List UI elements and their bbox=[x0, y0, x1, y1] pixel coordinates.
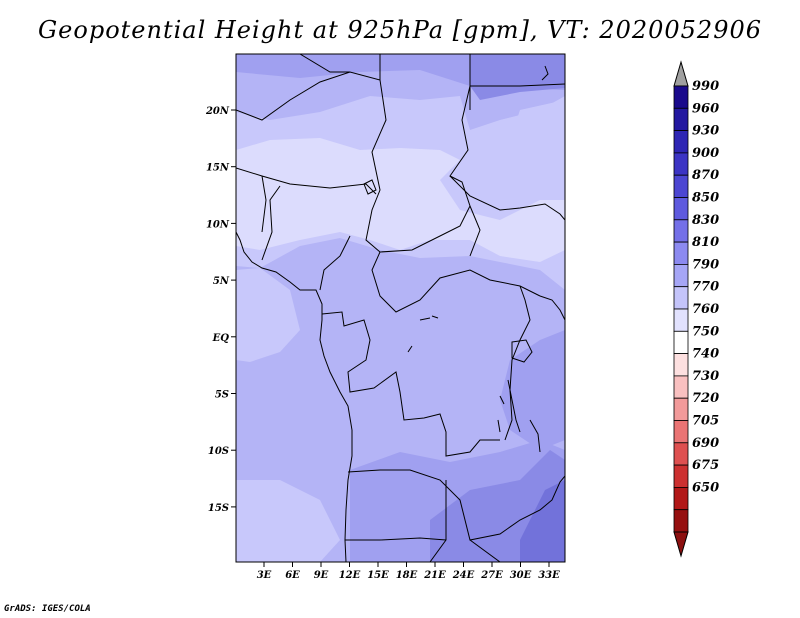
colorbar-label: 730 bbox=[692, 369, 719, 384]
shade-east-sahel-light bbox=[510, 100, 565, 190]
colorbar-label: 810 bbox=[692, 235, 719, 250]
lat-tick-label: 5S bbox=[215, 390, 229, 401]
lon-tick-label: 12E bbox=[339, 570, 361, 581]
colorbar-segment bbox=[673, 197, 689, 221]
lake-victoria bbox=[511, 339, 533, 363]
shade-gulf-light bbox=[236, 268, 300, 362]
lon-tick-label: 30E bbox=[510, 570, 532, 581]
latitude-axis: 20N 15N 10N 5N EQ 5S 10S 15S bbox=[205, 106, 236, 514]
border-congo bbox=[321, 311, 500, 457]
border-sahel bbox=[236, 167, 377, 261]
colorbar-bottom-arrow bbox=[673, 531, 689, 558]
lat-tick-label: 15S bbox=[208, 503, 229, 514]
colorbar: 990 960 930 900 870 850 830 810 790 770 760 750 740 7… bbox=[673, 60, 719, 558]
map-panel bbox=[236, 54, 565, 562]
colorbar-label: 990 bbox=[692, 79, 719, 94]
colorbar-label: 830 bbox=[692, 213, 719, 228]
lon-tick-label: 27E bbox=[480, 570, 503, 581]
lon-tick-label: 18E bbox=[396, 570, 418, 581]
border-north bbox=[299, 54, 565, 110]
colorbar-label: 750 bbox=[692, 324, 719, 339]
colorbar-label: 760 bbox=[692, 302, 719, 317]
country-borders bbox=[236, 54, 565, 562]
border-central-africa bbox=[319, 235, 541, 313]
lon-tick-label: 6E bbox=[285, 570, 300, 581]
colorbar-label: 870 bbox=[692, 168, 719, 183]
shade-congo-medium bbox=[310, 250, 540, 440]
lon-tick-label: 3E bbox=[257, 570, 272, 581]
colorbar-label: 790 bbox=[692, 257, 719, 272]
lakes-congo bbox=[407, 315, 505, 433]
colorbar-label: 850 bbox=[692, 191, 719, 206]
colorbar-label: 650 bbox=[692, 480, 719, 495]
coastline-west bbox=[236, 231, 353, 562]
colorbar-segment bbox=[673, 85, 689, 109]
colorbar-segment bbox=[673, 420, 689, 444]
lat-tick-label: 10S bbox=[208, 446, 229, 457]
colorbar-label: 720 bbox=[692, 391, 719, 406]
colorbar-segment bbox=[673, 219, 689, 243]
lon-tick-label: 15E bbox=[367, 570, 389, 581]
colorbar-label: 770 bbox=[692, 280, 719, 295]
lon-tick-label: 33E bbox=[538, 570, 560, 581]
lon-tick-label: 21E bbox=[423, 570, 446, 581]
lat-tick-label: 20N bbox=[205, 106, 230, 117]
shade-southwest-light bbox=[236, 480, 340, 562]
colorbar-segment bbox=[673, 375, 689, 399]
map-frame bbox=[235, 53, 566, 563]
lake-chad bbox=[363, 179, 377, 195]
coast-northeast bbox=[541, 65, 549, 81]
colorbar-segment bbox=[673, 263, 689, 288]
lon-tick-label: 9E bbox=[314, 570, 329, 581]
colorbar-label: 675 bbox=[692, 458, 719, 473]
border-chad-sudan bbox=[449, 175, 565, 257]
colorbar-segment bbox=[673, 509, 689, 533]
shade-sahel-very-light bbox=[236, 138, 565, 262]
colorbar-top-arrow bbox=[673, 60, 689, 87]
shade-north-east bbox=[470, 54, 565, 100]
colorbar-segment bbox=[673, 486, 689, 511]
colorbar-segment bbox=[673, 397, 689, 421]
colorbar-segment bbox=[673, 241, 689, 265]
colorbar-segment bbox=[673, 130, 689, 154]
colorbar-segment bbox=[673, 330, 689, 354]
grads-credit: GrADS: IGES/COLA bbox=[4, 604, 91, 614]
colorbar-segment bbox=[673, 464, 689, 488]
border-northwest bbox=[236, 71, 471, 253]
colorbar-segment bbox=[673, 286, 689, 310]
colorbar-label: 900 bbox=[692, 146, 719, 161]
lat-tick-label: 15N bbox=[206, 163, 230, 174]
colorbar-segment bbox=[673, 353, 689, 377]
border-south bbox=[345, 469, 565, 562]
colorbar-segment bbox=[673, 152, 689, 176]
lake-malawi bbox=[529, 419, 541, 453]
lon-tick-label: 24E bbox=[452, 570, 475, 581]
colorbar-label: 740 bbox=[692, 347, 719, 362]
lat-tick-label: 5N bbox=[213, 276, 230, 287]
colorbar-segment bbox=[673, 442, 689, 466]
colorbar-segment bbox=[673, 107, 689, 132]
lake-tanganyika bbox=[507, 379, 521, 433]
longitude-axis: 3E 6E 9E 12E 15E 18E 21E 24E 27E 30E 33E bbox=[257, 562, 560, 581]
chart-title: Geopotential Height at 925hPa [gpm], VT:… bbox=[38, 16, 762, 44]
colorbar-segment bbox=[673, 308, 689, 332]
shade-south-east-darkest bbox=[520, 480, 565, 562]
colorbar-label: 690 bbox=[692, 436, 719, 451]
lat-tick-label: EQ bbox=[212, 333, 230, 344]
colorbar-label: 960 bbox=[692, 101, 719, 116]
border-east bbox=[504, 285, 565, 441]
colorbar-label: 930 bbox=[692, 124, 719, 139]
colorbar-segment bbox=[673, 174, 689, 198]
lat-tick-label: 10N bbox=[206, 219, 230, 230]
colorbar-label: 705 bbox=[692, 414, 719, 429]
